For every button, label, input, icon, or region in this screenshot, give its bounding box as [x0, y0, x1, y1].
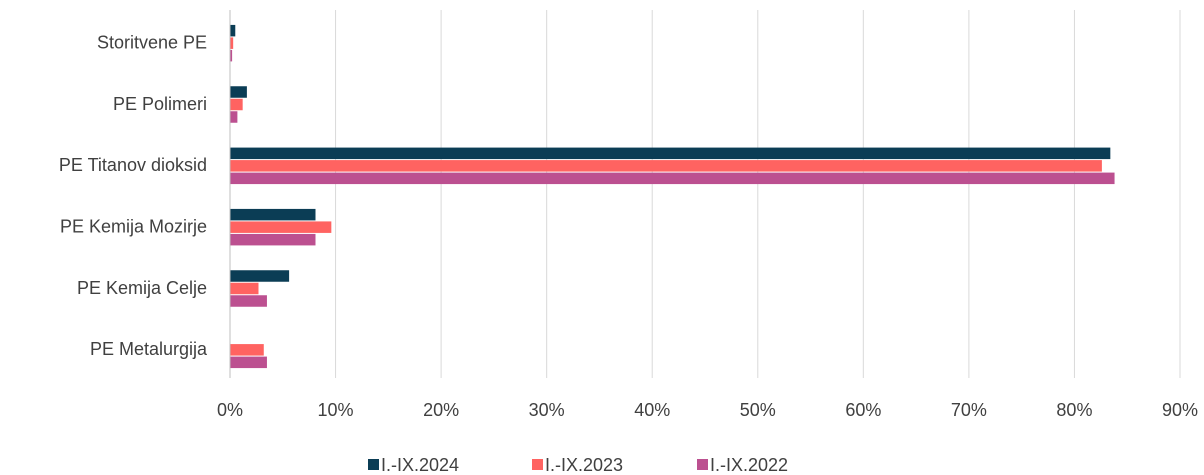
bar: [230, 160, 1102, 172]
x-tick-label: 80%: [1056, 400, 1092, 420]
y-tick-label: PE Titanov dioksid: [59, 155, 207, 175]
bar: [230, 233, 316, 246]
bar: [230, 221, 332, 233]
bar: [230, 282, 259, 295]
legend-label: I.-IX.2022: [710, 455, 788, 475]
legend-marker: [532, 459, 543, 470]
x-tick-label: 0%: [217, 400, 243, 420]
x-tick-label: 10%: [318, 400, 354, 420]
x-tick-label: 70%: [951, 400, 987, 420]
x-tick-label: 90%: [1162, 400, 1198, 420]
x-tick-label: 20%: [423, 400, 459, 420]
bar: [230, 37, 234, 49]
bar: [230, 24, 236, 37]
legend-marker: [697, 459, 708, 470]
x-tick-label: 60%: [845, 400, 881, 420]
legend-marker: [368, 459, 379, 470]
x-tick-label: 40%: [634, 400, 670, 420]
x-tick-label: 50%: [740, 400, 776, 420]
bar: [230, 270, 290, 282]
y-tick-label: PE Kemija Mozirje: [60, 216, 207, 236]
legend-label: I.-IX.2024: [381, 455, 459, 475]
bar: [230, 111, 238, 123]
y-tick-label: PE Metalurgija: [90, 339, 208, 359]
bar: [230, 98, 243, 111]
y-tick-label: Storitvene PE: [97, 32, 207, 52]
bar: [230, 172, 1115, 185]
bar: [230, 208, 316, 221]
legend-label: I.-IX.2023: [545, 455, 623, 475]
bar: [230, 344, 264, 356]
y-tick-label: PE Kemija Celje: [77, 278, 207, 298]
bar: [230, 86, 247, 98]
bar: [230, 49, 233, 62]
x-tick-label: 30%: [529, 400, 565, 420]
bar: [230, 295, 267, 307]
bar: [230, 356, 267, 369]
y-tick-label: PE Polimeri: [113, 94, 207, 114]
bar: [230, 147, 1111, 160]
